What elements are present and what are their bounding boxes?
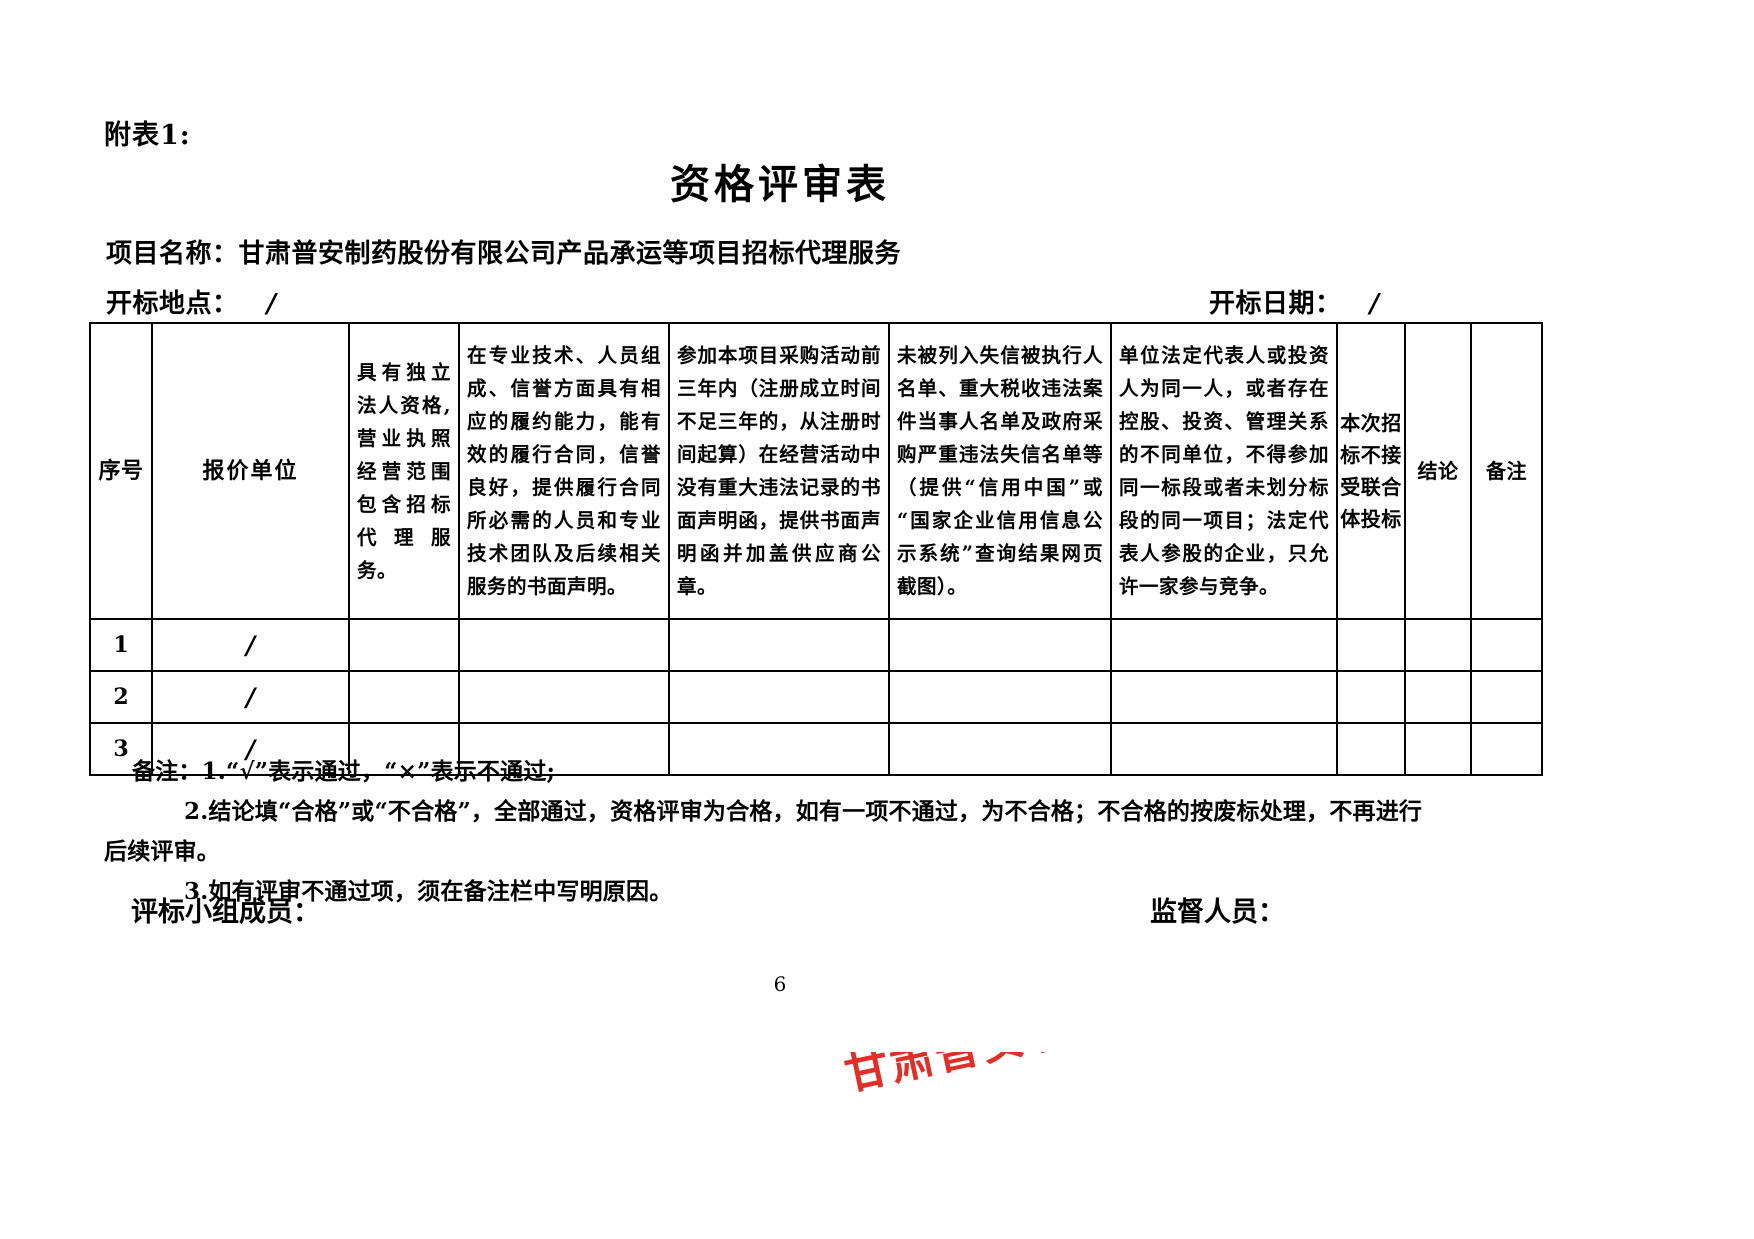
opening-date-value: / bbox=[1369, 289, 1380, 319]
cell-criterion-2[interactable] bbox=[458, 722, 670, 776]
cell-criterion-4[interactable] bbox=[888, 722, 1112, 776]
note-line-2-text: 2.结论填“合格”或“不合格”，全部通过，资格评审为合格，如有一项不通过，为不合… bbox=[184, 798, 1423, 825]
cell-conclusion[interactable] bbox=[1404, 722, 1472, 776]
committee-members-label: 评标小组成员： bbox=[131, 897, 320, 928]
note-line-3: 3.如有评审不通过项，须在备注栏中写明原因。 bbox=[184, 878, 673, 905]
page-title: 资格评审表 bbox=[670, 161, 890, 208]
project-name-value: 甘肃普安制药股份有限公司产品承运等项目招标代理服务 bbox=[238, 239, 902, 269]
cell-criterion-5[interactable] bbox=[1110, 722, 1338, 776]
cell-joint-bid[interactable] bbox=[1336, 670, 1406, 724]
cell-criterion-5[interactable] bbox=[1110, 670, 1338, 724]
project-name-field: 项目名称：甘肃普安制药股份有限公司产品承运等项目招标代理服务 bbox=[106, 233, 901, 270]
column-header-unit: 报价单位 bbox=[151, 322, 350, 620]
column-header-joint-bid: 本次招标不接受联合体投标 bbox=[1336, 322, 1406, 620]
cell-remark[interactable] bbox=[1470, 618, 1543, 672]
opening-place-value: / bbox=[266, 289, 277, 319]
page-number: 6 bbox=[773, 972, 787, 996]
cell-unit[interactable]: / bbox=[151, 722, 350, 776]
opening-place-label: 开标地点： bbox=[106, 289, 239, 319]
note-line-2-continuation: 后续评审。 bbox=[104, 838, 220, 865]
cell-joint-bid[interactable] bbox=[1336, 618, 1406, 672]
cell-criterion-1[interactable] bbox=[348, 722, 460, 776]
column-header-remark: 备注 bbox=[1470, 322, 1543, 620]
column-header-criterion-5: 单位法定代表人或投资人为同一人，或者存在控股、投资、管理关系的不同单位，不得参加… bbox=[1110, 322, 1338, 620]
column-header-criterion-4: 未被列入失信被执行人名单、重大税收违法案件当事人名单及政府采购严重违法失信名单等… bbox=[888, 322, 1112, 620]
cell-seq: 2 bbox=[89, 670, 153, 724]
column-header-conclusion: 结论 bbox=[1404, 322, 1472, 620]
cell-conclusion[interactable] bbox=[1404, 670, 1472, 724]
cell-unit[interactable]: / bbox=[151, 670, 350, 724]
cell-criterion-4[interactable] bbox=[888, 670, 1112, 724]
cell-criterion-4[interactable] bbox=[888, 618, 1112, 672]
attachment-label: 附表1: bbox=[104, 120, 191, 151]
table-row: 1 / bbox=[89, 618, 1543, 672]
supervisor-label: 监督人员： bbox=[1150, 897, 1285, 928]
note-line-1: 备注：1.“√”表示通过，“×”表示不通过; bbox=[132, 758, 556, 785]
opening-date-label: 开标日期： bbox=[1209, 289, 1342, 319]
cell-criterion-3[interactable] bbox=[668, 722, 890, 776]
opening-place-field: 开标地点： / bbox=[106, 283, 277, 320]
cell-remark[interactable] bbox=[1470, 670, 1543, 724]
cell-criterion-2[interactable] bbox=[458, 670, 670, 724]
cell-criterion-3[interactable] bbox=[668, 670, 890, 724]
cell-criterion-2[interactable] bbox=[458, 618, 670, 672]
table-row: 3 / bbox=[89, 722, 1543, 776]
seal-text: 甘肃普安制药 bbox=[838, 1052, 1058, 1103]
cell-criterion-1[interactable] bbox=[348, 618, 460, 672]
qualification-review-table: 序号 报价单位 具有独立法人资格,营业执照经营范围包含招标代理服务。 在专业技术… bbox=[89, 322, 1543, 776]
table-body: 1 / 2 / bbox=[89, 618, 1543, 776]
cell-criterion-3[interactable] bbox=[668, 618, 890, 672]
column-header-criterion-1: 具有独立法人资格,营业执照经营范围包含招标代理服务。 bbox=[348, 322, 460, 620]
cell-criterion-1[interactable] bbox=[348, 670, 460, 724]
company-seal-stamp: 甘肃普安制药 bbox=[838, 1052, 1058, 1112]
cell-conclusion[interactable] bbox=[1404, 618, 1472, 672]
table-header-row: 序号 报价单位 具有独立法人资格,营业执照经营范围包含招标代理服务。 在专业技术… bbox=[89, 322, 1543, 620]
note-line-2: 2.结论填“合格”或“不合格”，全部通过，资格评审为合格，如有一项不通过，为不合… bbox=[104, 792, 1544, 872]
column-header-criterion-3: 参加本项目采购活动前三年内（注册成立时间不足三年的，从注册时间起算）在经营活动中… bbox=[668, 322, 890, 620]
column-header-seq: 序号 bbox=[89, 322, 153, 620]
opening-date-field: 开标日期： / bbox=[1209, 283, 1380, 320]
cell-unit[interactable]: / bbox=[151, 618, 350, 672]
cell-joint-bid[interactable] bbox=[1336, 722, 1406, 776]
signature-row: 评标小组成员： 监督人员： bbox=[0, 890, 1754, 930]
cell-seq: 3 bbox=[89, 722, 153, 776]
project-name-label: 项目名称： bbox=[106, 239, 239, 269]
cell-remark[interactable] bbox=[1470, 722, 1543, 776]
cell-seq: 1 bbox=[89, 618, 153, 672]
table-row: 2 / bbox=[89, 670, 1543, 724]
cell-criterion-5[interactable] bbox=[1110, 618, 1338, 672]
column-header-criterion-2: 在专业技术、人员组成、信誉方面具有相应的履约能力，能有效的履行合同，信誉良好，提… bbox=[458, 322, 670, 620]
notes-section: 备注：1.“√”表示通过，“×”表示不通过; 2.结论填“合格”或“不合格”，全… bbox=[104, 752, 1544, 912]
